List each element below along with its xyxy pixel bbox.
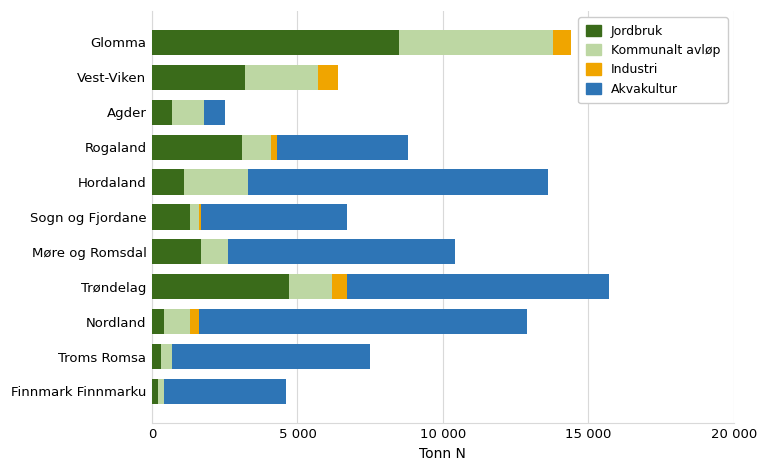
Bar xyxy=(199,309,528,334)
Bar xyxy=(190,309,199,334)
Bar xyxy=(227,239,455,264)
Bar xyxy=(172,344,370,369)
Bar xyxy=(184,169,248,194)
Bar xyxy=(152,379,158,404)
X-axis label: Tonn N: Tonn N xyxy=(419,447,466,461)
Bar xyxy=(152,169,184,194)
Bar xyxy=(333,274,347,299)
Bar xyxy=(152,204,190,229)
Bar xyxy=(201,239,227,264)
Bar xyxy=(318,65,338,90)
Bar xyxy=(158,379,164,404)
Bar xyxy=(152,239,201,264)
Bar xyxy=(152,309,164,334)
Bar xyxy=(152,65,245,90)
Bar xyxy=(277,135,408,160)
Bar xyxy=(172,100,204,125)
Bar xyxy=(199,204,201,229)
Bar xyxy=(164,379,286,404)
Bar xyxy=(152,344,161,369)
Bar xyxy=(152,30,399,55)
Bar xyxy=(190,204,199,229)
Bar xyxy=(245,65,318,90)
Bar xyxy=(152,135,242,160)
Bar xyxy=(271,135,277,160)
Bar xyxy=(289,274,333,299)
Bar xyxy=(164,309,190,334)
Bar xyxy=(161,344,172,369)
Bar xyxy=(347,274,609,299)
Bar xyxy=(399,30,553,55)
Bar xyxy=(204,100,225,125)
Bar xyxy=(152,100,172,125)
Bar xyxy=(152,274,289,299)
Bar xyxy=(201,204,347,229)
Bar xyxy=(242,135,271,160)
Bar xyxy=(248,169,548,194)
Bar xyxy=(553,30,571,55)
Legend: Jordbruk, Kommunalt avløp, Industri, Akvakultur: Jordbruk, Kommunalt avløp, Industri, Akv… xyxy=(578,17,727,103)
